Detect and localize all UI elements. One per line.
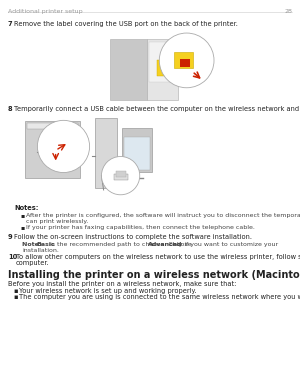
Circle shape (101, 156, 140, 195)
Text: Basic: Basic (36, 242, 55, 247)
FancyBboxPatch shape (116, 171, 126, 177)
Text: After the printer is configured, the software will instruct you to disconnect th: After the printer is configured, the sof… (26, 213, 300, 218)
Text: Before you install the printer on a wireless network, make sure that:: Before you install the printer on a wire… (8, 281, 236, 287)
Text: Remove the label covering the USB port on the back of the printer.: Remove the label covering the USB port o… (14, 21, 238, 27)
Text: ▪: ▪ (13, 294, 17, 300)
Text: Notes:: Notes: (14, 205, 38, 211)
FancyBboxPatch shape (94, 118, 117, 188)
Text: Your wireless network is set up and working properly.: Your wireless network is set up and work… (19, 288, 197, 294)
Text: computer.: computer. (16, 260, 50, 265)
Text: Follow the on-screen instructions to complete the software installation.: Follow the on-screen instructions to com… (14, 234, 252, 240)
Text: 28: 28 (284, 9, 292, 14)
Text: Advanced: Advanced (148, 242, 183, 247)
FancyBboxPatch shape (122, 128, 152, 171)
Text: Note:: Note: (22, 242, 44, 247)
FancyBboxPatch shape (174, 52, 193, 68)
FancyBboxPatch shape (114, 174, 128, 180)
Circle shape (159, 33, 214, 88)
Text: 9: 9 (8, 234, 13, 240)
Text: If your printer has faxing capabilities, then connect the telephone cable.: If your printer has faxing capabilities,… (26, 225, 255, 230)
Text: The computer you are using is connected to the same wireless network where you w: The computer you are using is connected … (19, 294, 300, 300)
Text: To allow other computers on the wireless network to use the wireless printer, fo: To allow other computers on the wireless… (16, 254, 300, 260)
Text: only if you want to customize your: only if you want to customize your (167, 242, 278, 247)
Text: 7: 7 (8, 21, 13, 27)
FancyBboxPatch shape (124, 137, 150, 170)
FancyBboxPatch shape (110, 39, 147, 100)
FancyBboxPatch shape (147, 39, 178, 100)
FancyBboxPatch shape (25, 121, 80, 178)
Text: can print wirelessly.: can print wirelessly. (26, 218, 88, 223)
Circle shape (38, 120, 90, 173)
Text: ▪: ▪ (13, 288, 17, 294)
Text: Additional printer setup: Additional printer setup (8, 9, 82, 14)
Text: ▪: ▪ (20, 213, 24, 218)
FancyBboxPatch shape (149, 42, 174, 82)
FancyBboxPatch shape (157, 61, 168, 76)
Text: is the recommended path to choose. Choose: is the recommended path to choose. Choos… (48, 242, 193, 247)
Text: 10: 10 (8, 254, 17, 260)
Text: 8: 8 (8, 106, 13, 112)
Text: ▪: ▪ (20, 225, 24, 230)
FancyBboxPatch shape (179, 59, 190, 67)
Text: Installing the printer on a wireless network (Macintosh): Installing the printer on a wireless net… (8, 270, 300, 280)
Text: installation.: installation. (22, 248, 59, 253)
Text: Temporarily connect a USB cable between the computer on the wireless network and: Temporarily connect a USB cable between … (14, 106, 300, 112)
FancyBboxPatch shape (27, 123, 78, 129)
